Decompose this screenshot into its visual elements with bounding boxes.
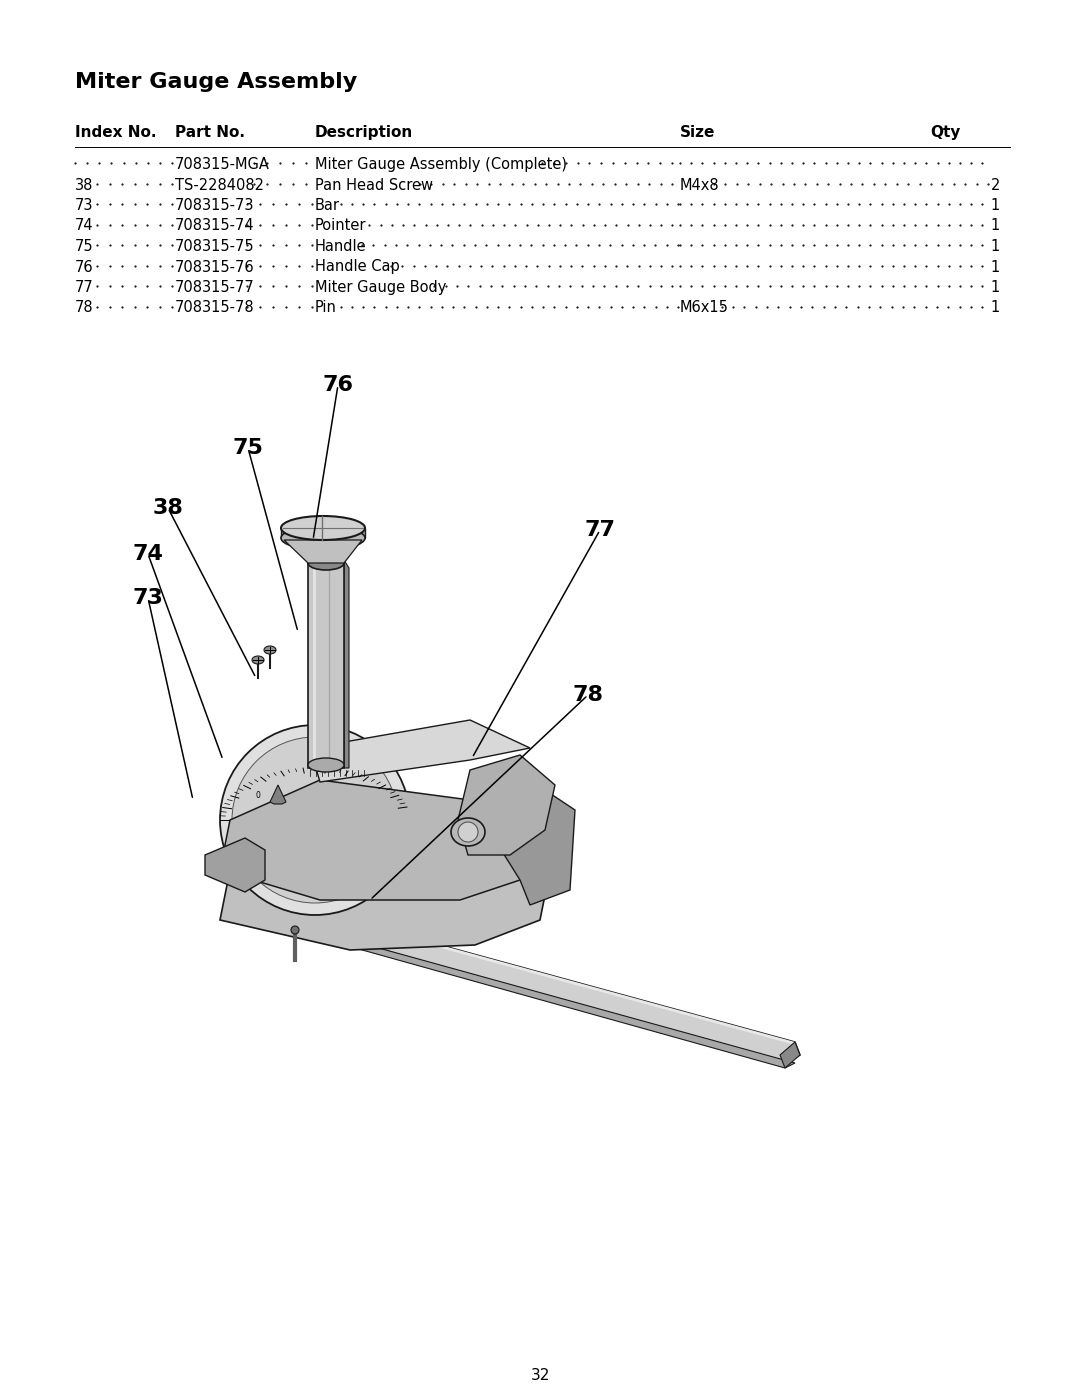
Text: Bar: Bar <box>315 198 340 212</box>
Text: 73: 73 <box>75 198 94 212</box>
Ellipse shape <box>252 657 264 664</box>
Polygon shape <box>470 780 575 905</box>
Text: 708315-78: 708315-78 <box>175 300 255 316</box>
Text: 76: 76 <box>75 260 94 274</box>
Text: Handle Cap: Handle Cap <box>315 260 400 274</box>
Bar <box>281 528 365 538</box>
Text: 1: 1 <box>990 279 1000 295</box>
Polygon shape <box>310 719 530 782</box>
Polygon shape <box>458 754 555 855</box>
Text: 708315-74: 708315-74 <box>175 218 255 233</box>
Text: M6x15: M6x15 <box>680 300 729 316</box>
Text: 2: 2 <box>990 177 1000 193</box>
Text: Pan Head Screw: Pan Head Screw <box>315 177 433 193</box>
Ellipse shape <box>308 556 345 570</box>
Text: TS-2284082: TS-2284082 <box>175 177 264 193</box>
Text: Handle: Handle <box>315 239 366 254</box>
Text: 73: 73 <box>133 588 163 608</box>
Text: Pointer: Pointer <box>315 218 366 233</box>
Text: 76: 76 <box>323 374 353 395</box>
Text: Size: Size <box>680 124 715 140</box>
Circle shape <box>220 725 410 915</box>
Text: 74: 74 <box>133 543 163 564</box>
Text: Part No.: Part No. <box>175 124 245 140</box>
Text: M4x8: M4x8 <box>680 177 719 193</box>
Text: Miter Gauge Body: Miter Gauge Body <box>315 279 446 295</box>
Text: 1: 1 <box>990 198 1000 212</box>
Text: 38: 38 <box>75 177 93 193</box>
Polygon shape <box>220 780 530 900</box>
Text: 708315-73: 708315-73 <box>175 198 255 212</box>
Polygon shape <box>248 907 795 1067</box>
Polygon shape <box>265 897 795 1045</box>
Text: Qty: Qty <box>930 124 960 140</box>
Text: 32: 32 <box>530 1368 550 1383</box>
Ellipse shape <box>281 527 365 550</box>
Text: Pin: Pin <box>315 300 337 316</box>
Ellipse shape <box>308 759 345 773</box>
Text: Description: Description <box>315 124 414 140</box>
Text: 77: 77 <box>584 520 616 541</box>
Polygon shape <box>220 800 550 950</box>
Text: 708315-MGA: 708315-MGA <box>175 156 270 172</box>
Circle shape <box>458 821 478 842</box>
Circle shape <box>291 926 299 935</box>
Text: 708315-75: 708315-75 <box>175 239 255 254</box>
Text: 0: 0 <box>255 791 260 799</box>
Polygon shape <box>284 541 362 563</box>
Text: 1: 1 <box>990 300 1000 316</box>
Polygon shape <box>780 1042 800 1067</box>
Text: 75: 75 <box>232 439 264 458</box>
Text: 708315-77: 708315-77 <box>175 279 255 295</box>
Text: 75: 75 <box>75 239 94 254</box>
Text: 74: 74 <box>75 218 94 233</box>
Text: 38: 38 <box>152 497 184 518</box>
Text: 78: 78 <box>75 300 94 316</box>
Ellipse shape <box>451 819 485 847</box>
Text: Miter Gauge Assembly: Miter Gauge Assembly <box>75 73 357 92</box>
Circle shape <box>232 738 399 902</box>
Text: 708315-76: 708315-76 <box>175 260 255 274</box>
Polygon shape <box>345 560 349 768</box>
Text: 78: 78 <box>572 685 604 705</box>
Text: Miter Gauge Assembly (Complete): Miter Gauge Assembly (Complete) <box>315 156 567 172</box>
Ellipse shape <box>281 515 365 541</box>
Ellipse shape <box>264 645 276 654</box>
Text: 1: 1 <box>990 239 1000 254</box>
Text: 1: 1 <box>990 218 1000 233</box>
Text: Index No.: Index No. <box>75 124 157 140</box>
Text: 1: 1 <box>990 260 1000 274</box>
Polygon shape <box>258 897 800 1063</box>
Text: 77: 77 <box>75 279 94 295</box>
Polygon shape <box>205 838 265 893</box>
Bar <box>308 560 345 768</box>
Polygon shape <box>270 785 286 805</box>
